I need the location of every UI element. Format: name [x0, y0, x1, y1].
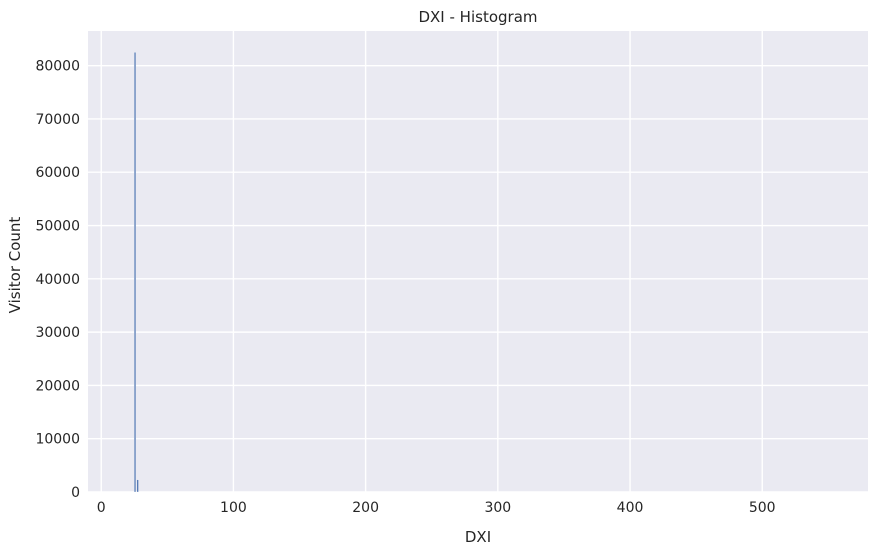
- x-tick-label: 200: [352, 500, 379, 516]
- y-tick-label: 0: [71, 485, 80, 501]
- x-tick-label: 300: [484, 500, 511, 516]
- x-tick-label: 100: [220, 500, 247, 516]
- x-axis-label: DXI: [465, 528, 491, 546]
- x-tick-label: 500: [749, 500, 776, 516]
- plot-area-background: [88, 31, 868, 492]
- x-tick-label: 0: [97, 500, 106, 516]
- y-tick-label: 40000: [35, 272, 80, 288]
- y-tick-label: 10000: [35, 432, 80, 448]
- y-tick-label: 50000: [35, 219, 80, 235]
- histogram-bar: [136, 479, 139, 493]
- y-tick-label: 70000: [35, 112, 80, 128]
- chart-title: DXI - Histogram: [418, 8, 537, 26]
- histogram-bar: [134, 52, 137, 493]
- y-tick-label: 30000: [35, 325, 80, 341]
- y-tick-label: 80000: [35, 59, 80, 75]
- x-tick-label: 400: [617, 500, 644, 516]
- y-axis-label: Visitor Count: [6, 217, 24, 314]
- y-tick-label: 60000: [35, 165, 80, 181]
- y-tick-label: 20000: [35, 378, 80, 394]
